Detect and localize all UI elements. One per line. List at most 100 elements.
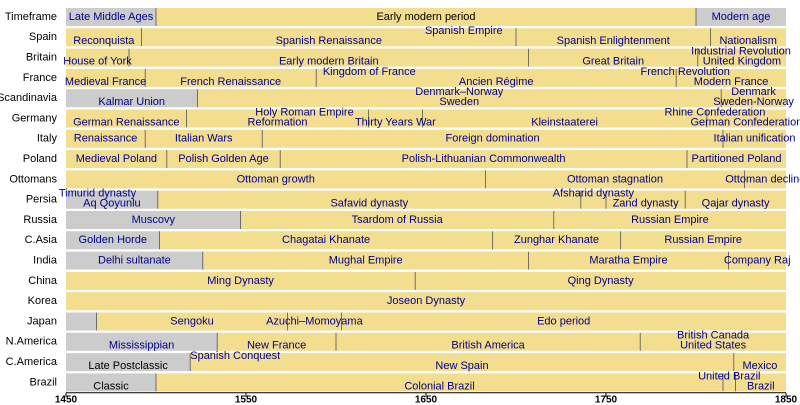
period-bar [733,353,786,372]
period-label: Modern age [712,11,771,23]
period-bar [516,28,711,47]
period-bar [217,332,336,351]
period-bar [422,109,707,128]
period-label: Delhi sultanate [98,255,171,267]
period-label: Spanish Enlightenment [557,35,670,47]
period-bar [96,312,288,331]
period-bar [66,109,187,128]
period-label: Italian unification [714,133,796,145]
overlay-label: Denmark–Norway [415,86,504,98]
period-label: House of York [63,56,132,68]
period-label: Mughal Empire [329,255,403,267]
period-label: Kalmar Union [98,96,165,108]
period-label: Early modern Britain [279,56,379,68]
period-label: Chagatai Khanate [282,234,370,246]
period-label: Company Raj [724,255,791,267]
period-label: German Renaissance [73,116,179,128]
period-bar [66,312,97,331]
period-bar [606,190,686,209]
period-bar [145,68,317,87]
period-label: Sweden-Norway [713,96,794,108]
period-label: Foreign domination [446,133,540,145]
x-tick-label: 1550 [235,394,258,405]
x-tick-label: 1450 [55,394,78,405]
row-name: C.America [6,356,58,368]
row-name: Spain [29,31,57,43]
period-label: Mississippian [109,340,174,352]
period-bar [202,251,529,270]
period-label: British America [451,340,525,352]
period-bar [528,251,729,270]
period-bar [157,190,581,209]
period-label: Sengoku [170,315,213,327]
overlay-label: Timurid dynasty [59,188,137,200]
period-label: Muscovy [132,214,176,226]
period-label: Russian Empire [631,214,709,226]
overlay-label: French Revolution [641,66,730,78]
period-label: Mexico [742,360,777,372]
period-label: Medieval France [65,76,146,88]
period-bar [735,373,786,392]
period-bar [66,8,156,26]
row-name: Germany [12,112,58,124]
row-name: Timeframe [5,11,57,23]
period-label: Early modern period [376,11,475,23]
period-bar [66,231,160,250]
period-bar [240,211,554,229]
period-bar [528,48,698,67]
period-bar [66,271,416,290]
period-label: Safavid dynasty [330,198,408,210]
overlay-label: Spanish Empire [425,25,503,37]
period-bar [66,190,158,209]
period-label: Zand dynasty [613,198,680,210]
period-bar [190,353,734,372]
period-label: Colonial Brazil [404,380,474,392]
period-bar [640,332,786,351]
period-label: Joseon Dynasty [387,295,466,307]
period-bar [280,150,687,169]
period-label: Azuchi–Momoyama [266,315,363,327]
x-tick-label: 1850 [775,394,798,405]
row-name: Russia [23,214,58,226]
period-label: Ottoman decline [725,173,800,185]
row-name: Japan [27,315,57,327]
period-label: Aq Qoyunlu [83,198,140,210]
period-bar [696,8,786,26]
period-label: Ottoman growth [237,173,315,185]
period-bar [710,28,786,47]
period-bar [159,231,493,250]
row-name: France [23,72,57,84]
period-bar [492,231,621,250]
period-bar [744,170,786,189]
period-label: Renaissance [74,133,138,145]
period-label: Partitioned Poland [692,153,782,165]
period-label: Ottoman stagnation [567,173,663,185]
period-label: Ancien Régime [459,76,534,88]
period-label: Qing Dynasty [568,275,635,287]
period-label: Medieval Poland [76,153,157,165]
period-label: United Kingdom [703,56,781,68]
overlay-label: Afsharid dynasty [553,188,635,200]
x-tick-label: 1750 [595,394,618,405]
period-label: Modern France [694,76,769,88]
row-name: N.America [6,336,58,348]
period-label: Polish-Lithuanian Commonwealth [402,153,566,165]
overlay-label: Rhine Confederation [664,106,765,118]
period-bar [723,373,736,392]
period-bar [66,373,156,392]
period-bar [66,68,146,87]
period-label: United States [680,340,747,352]
period-bar [156,8,696,26]
period-label: Tsardom of Russia [352,214,444,226]
overlay-label: Industrial Revolution [691,46,791,58]
period-bar [66,48,129,67]
overlay-label: Denmark [731,86,776,98]
period-bar [415,271,786,290]
row-name: Poland [23,153,57,165]
period-label: Edo period [537,315,590,327]
period-bar [580,190,606,209]
period-bar [685,190,786,209]
overlay-label: British Canada [677,330,750,342]
overlay-label: Holy Roman Empire [255,106,353,118]
